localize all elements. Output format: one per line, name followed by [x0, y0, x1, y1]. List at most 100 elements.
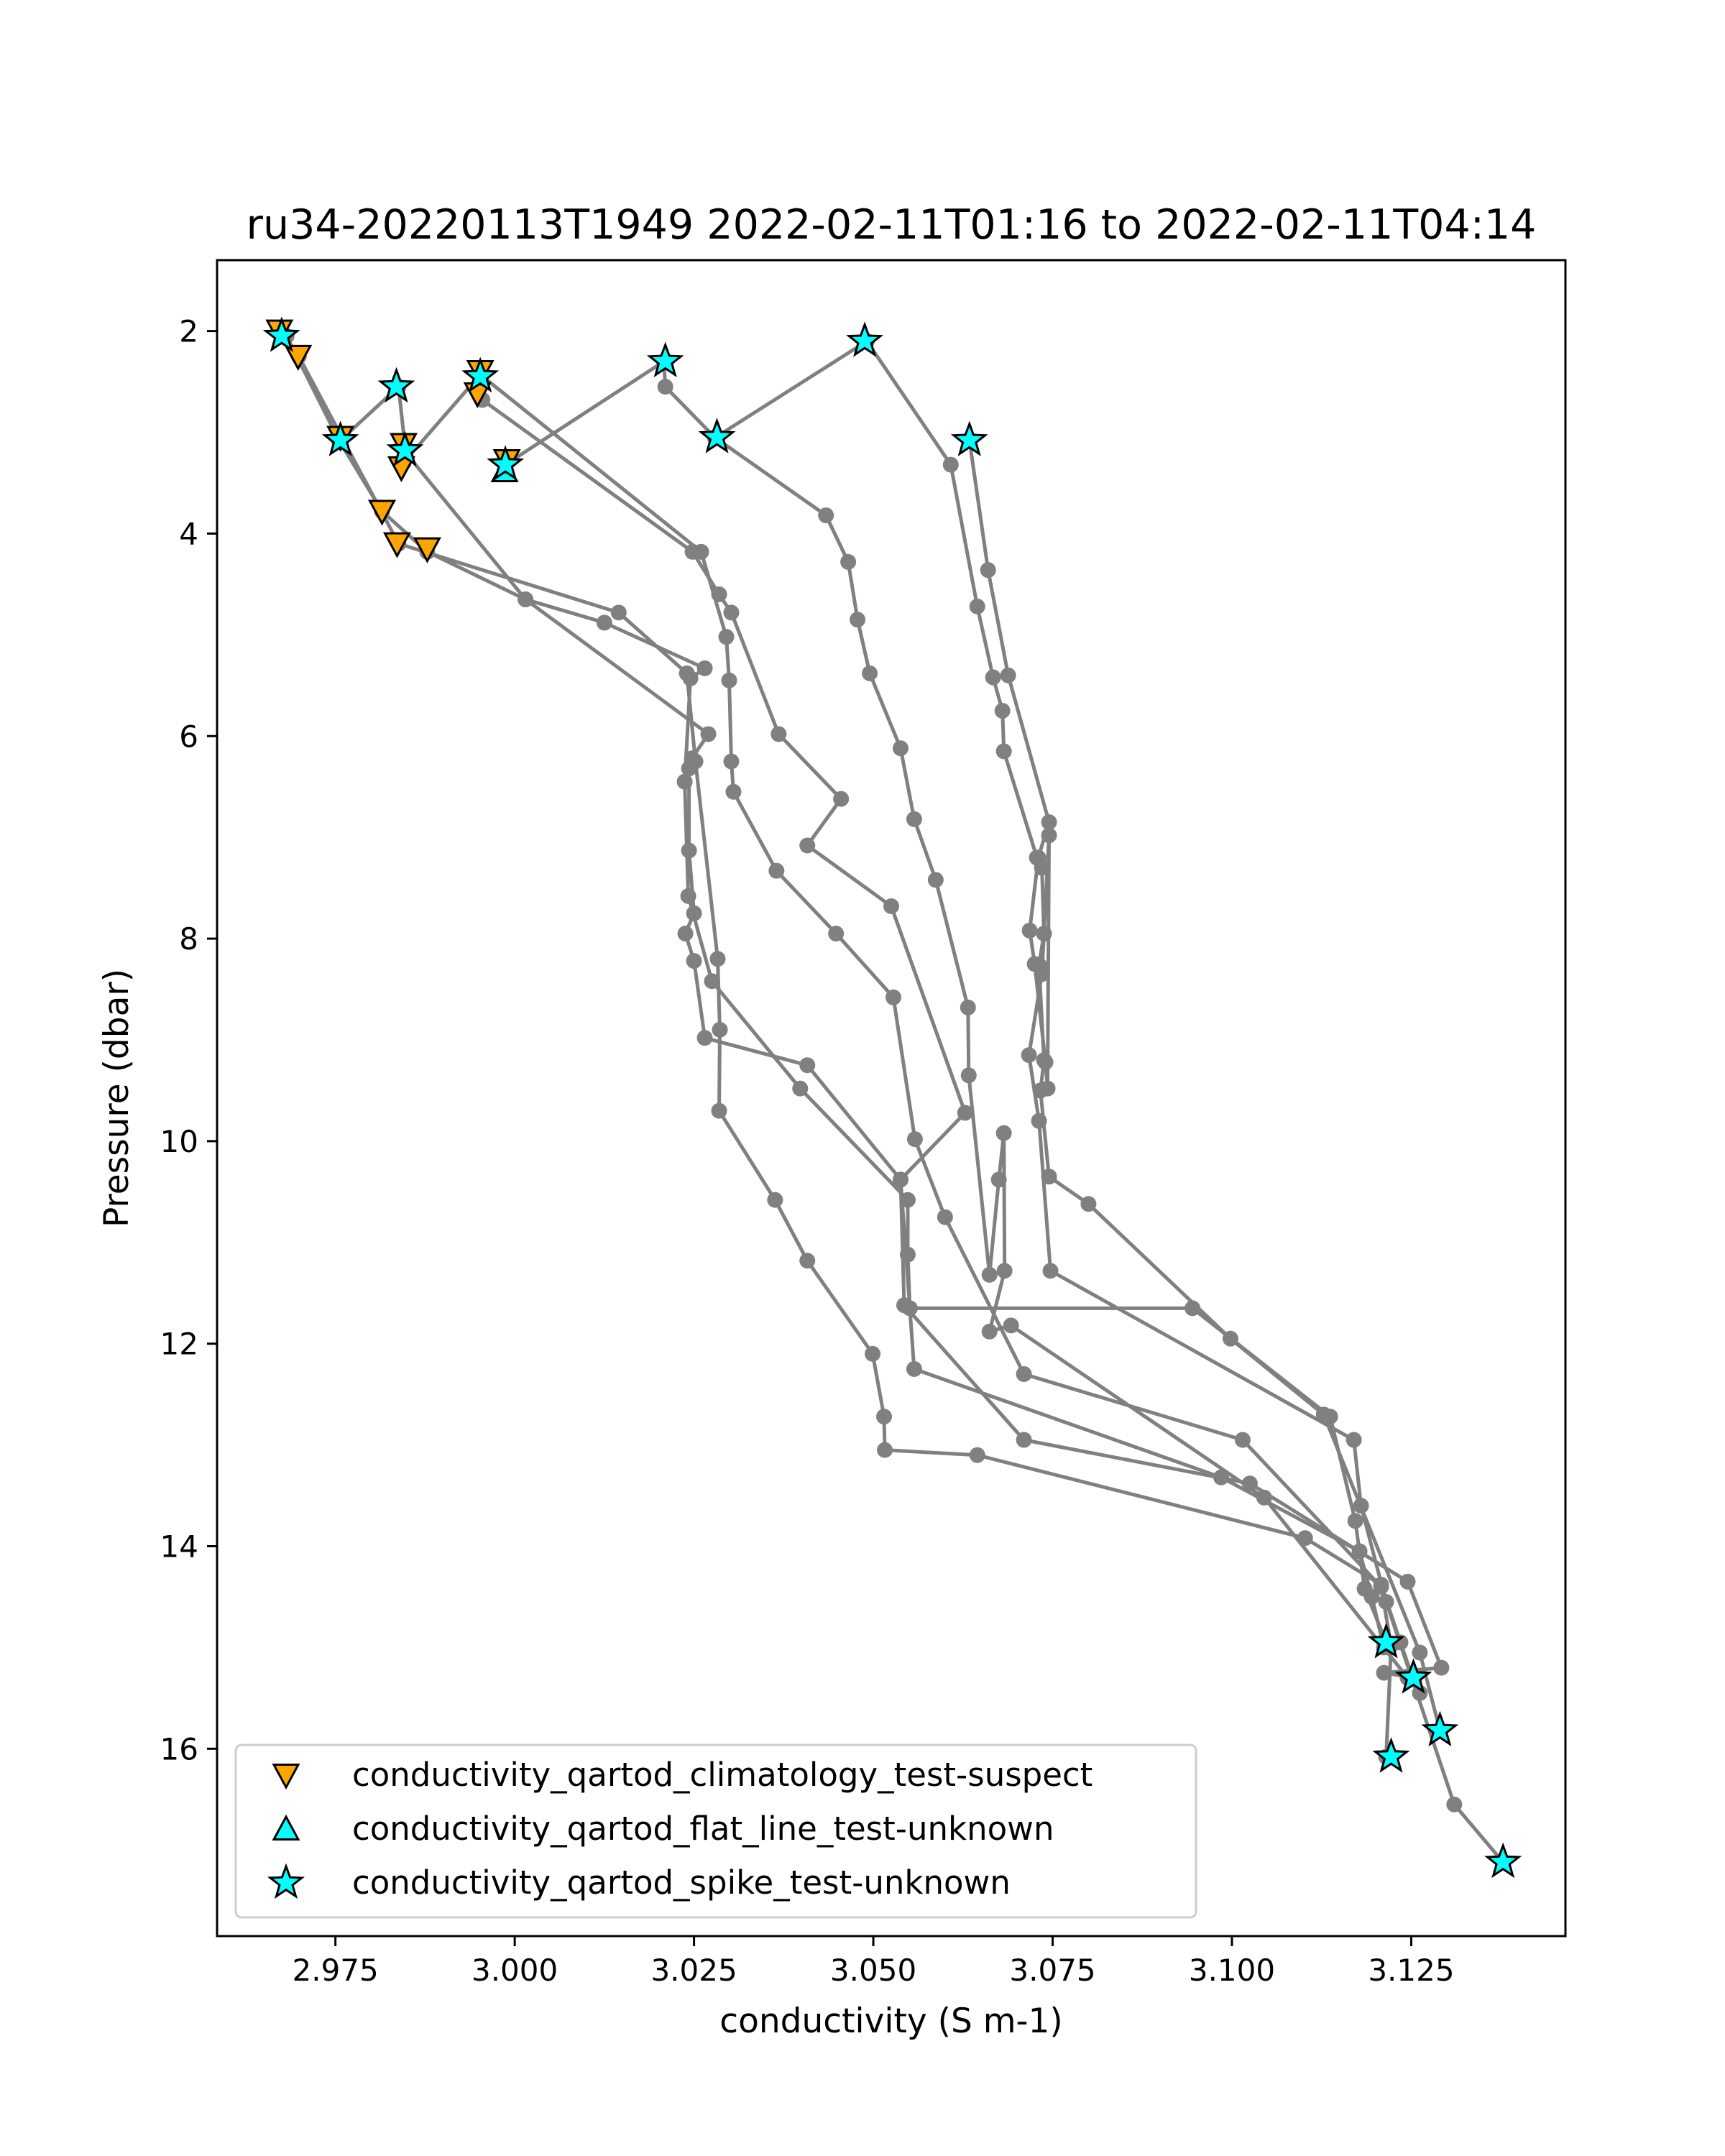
data-point: [1041, 1169, 1057, 1185]
legend-label: conductivity_qartod_flat_line_test-unkno…: [352, 1810, 1054, 1848]
data-point: [721, 672, 737, 688]
data-point: [799, 837, 816, 854]
y-tick-label: 4: [179, 516, 198, 551]
qartod-flag-marker: [382, 532, 411, 558]
qartod-flag-marker: [262, 316, 300, 352]
data-point: [1184, 1300, 1201, 1317]
data-point: [877, 1442, 893, 1458]
data-point: [1347, 1513, 1363, 1529]
data-point: [1037, 1054, 1054, 1070]
legend-box: [234, 1743, 1197, 1919]
data-point: [818, 507, 834, 524]
legend-label: conductivity_qartod_spike_test-unknown: [352, 1864, 1011, 1902]
data-point: [960, 999, 976, 1015]
legend: conductivity_qartod_climatology_test-sus…: [234, 1743, 1197, 1919]
data-point: [725, 783, 742, 800]
data-point: [680, 888, 696, 904]
data-point: [1241, 1475, 1258, 1492]
qartod-flag-marker: [1367, 1623, 1405, 1659]
y-tick-label: 12: [160, 1327, 198, 1362]
y-axis-label: Pressure (dbar): [97, 969, 137, 1227]
data-point: [696, 1030, 713, 1046]
data-point: [1080, 1196, 1097, 1212]
data-point: [711, 586, 727, 602]
data-point: [876, 1409, 893, 1425]
data-point: [770, 726, 787, 742]
data-point: [1039, 1080, 1056, 1097]
profile-line-1: [285, 335, 1388, 1644]
data-point: [981, 1266, 998, 1283]
data-point: [862, 665, 878, 681]
qartod-flag-marker: [646, 341, 684, 377]
data-point: [1041, 814, 1057, 831]
data-point: [981, 1323, 998, 1340]
data-point: [1297, 1530, 1313, 1547]
data-point: [828, 926, 845, 942]
data-point: [657, 379, 673, 395]
qartod-flag-marker: [1484, 1842, 1522, 1879]
legend-label: conductivity_qartod_climatology_test-sus…: [352, 1756, 1092, 1794]
data-point: [960, 1067, 977, 1084]
legend-marker: [272, 1764, 300, 1790]
x-tick-label: 3.100: [1189, 1953, 1275, 1988]
data-point: [610, 604, 627, 621]
data-point: [885, 989, 901, 1005]
data-point: [1373, 1578, 1389, 1595]
qartod-flag-marker: [377, 367, 415, 403]
data-point: [767, 1192, 783, 1208]
qartod-flag-marker: [487, 445, 525, 481]
y-tick-label: 16: [160, 1731, 198, 1766]
data-point: [518, 591, 534, 608]
data-point: [1446, 1796, 1463, 1812]
x-axis: 2.975 3.000 3.025 3.050 3.075 3.100 3.125: [293, 1936, 1455, 1988]
qartod-flag-marker: [1421, 1710, 1459, 1747]
data-point: [994, 703, 1011, 719]
data-point: [1346, 1432, 1362, 1448]
data-point: [892, 740, 908, 757]
data-point: [799, 1253, 816, 1269]
data-point: [840, 553, 857, 570]
data-point: [1399, 1573, 1416, 1590]
data-point: [985, 669, 1001, 686]
data-point: [1021, 1047, 1037, 1064]
data-point: [865, 1345, 881, 1362]
legend-marker: [272, 1814, 300, 1841]
y-axis: 2 4 6 8 10 12 14 16: [160, 314, 217, 1766]
data-point: [1030, 849, 1046, 866]
data-point: [684, 543, 701, 560]
data-point: [681, 842, 697, 859]
profile-line-2: [297, 355, 1414, 1679]
data-point: [995, 1125, 1012, 1141]
data-point: [990, 1171, 1007, 1188]
y-tick-label: 8: [179, 921, 198, 957]
axes-frame: [216, 259, 1567, 1938]
profile-line-6: [504, 359, 1422, 1695]
data-point: [723, 604, 740, 621]
data-point: [718, 629, 735, 645]
data-point: [711, 1102, 727, 1119]
y-tick-label: 14: [160, 1529, 198, 1565]
data-point: [1412, 1644, 1428, 1661]
x-tick-label: 2.975: [293, 1953, 379, 1988]
data-point: [1213, 1469, 1230, 1485]
data-point: [1256, 1489, 1272, 1506]
data-point: [980, 562, 996, 579]
data-point: [896, 1297, 912, 1314]
data-point: [686, 953, 702, 969]
qartod-flag-marker: [461, 356, 500, 393]
plot-area: [262, 316, 1522, 1879]
data-point: [681, 760, 697, 777]
data-point: [995, 743, 1012, 760]
qartod-flag-marker: [698, 418, 736, 453]
data-point: [1412, 1685, 1428, 1701]
qartod-flag-marker: [321, 420, 359, 456]
data-point: [942, 456, 959, 473]
data-point: [996, 1263, 1013, 1279]
data-point: [700, 726, 717, 742]
x-tick-label: 3.025: [650, 1953, 737, 1988]
x-tick-label: 3.125: [1368, 1953, 1454, 1988]
data-point: [1378, 1594, 1394, 1611]
qartod-flag-marker: [846, 321, 884, 357]
data-point: [676, 773, 693, 790]
